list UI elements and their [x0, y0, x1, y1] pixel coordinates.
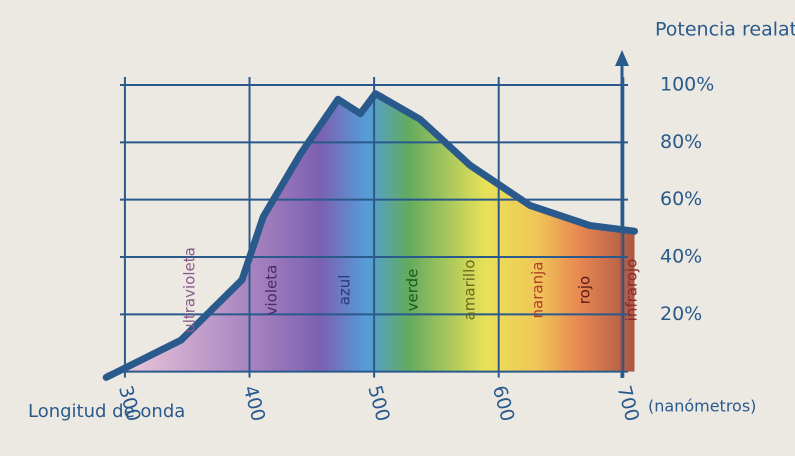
band-label: naranja	[529, 262, 547, 319]
y-tick-label: 80%	[660, 131, 702, 153]
y-tick-label: 60%	[660, 188, 702, 210]
y-tick-label: 100%	[660, 74, 714, 96]
x-unit: (nanómetros)	[648, 397, 756, 416]
y-tick-label: 20%	[660, 303, 702, 325]
band-label: ultravioleta	[181, 247, 199, 333]
data-line	[102, 90, 638, 381]
band-label: violeta	[263, 265, 281, 316]
axis-title: Potencia realativa	[655, 19, 795, 41]
x-axis-title: Longitud de onda	[28, 401, 185, 422]
x-tick-label: 700	[612, 383, 643, 424]
band-label: azul	[336, 275, 354, 306]
x-tick-label: 500	[363, 383, 394, 424]
x-tick-label: 600	[488, 383, 519, 424]
band-label: amarillo	[461, 260, 479, 321]
spectrum-area	[106, 93, 635, 378]
x-tick-label: 400	[239, 383, 270, 424]
y-tick-label: 40%	[660, 246, 702, 268]
band-label: rojo	[576, 276, 594, 304]
band-label: verde	[404, 269, 422, 312]
band-label: infrarojo	[623, 259, 641, 322]
axis-arrow	[615, 50, 629, 66]
